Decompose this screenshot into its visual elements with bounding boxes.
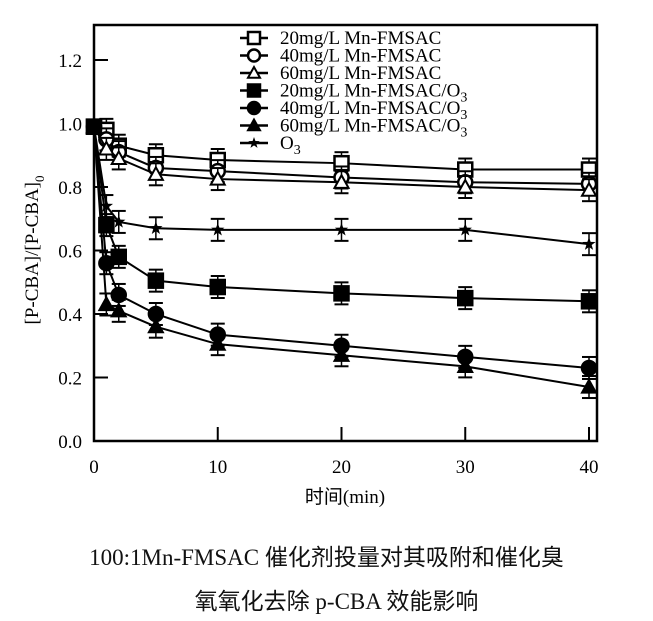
marker-star [211, 222, 225, 236]
y-tick-label: 0.0 [58, 432, 82, 453]
x-tick-label: 40 [580, 457, 599, 478]
marker-triangle [97, 295, 116, 312]
x-tick-label: 30 [456, 457, 475, 478]
legend-item-2: 40mg/L Mn-FMSAC [240, 46, 441, 67]
chart: 0.0 0.2 0.4 0.6 0.8 1.0 1.2 0 10 20 30 40 时间(min) [P-… [22, 23, 599, 508]
marker-square [246, 30, 262, 46]
marker-star [99, 199, 114, 212]
marker-square [110, 248, 127, 266]
legend-label: 40mg/L Mn-FMSAC/O3 [280, 98, 467, 123]
y-tick-label: 0.4 [58, 305, 82, 326]
marker-square [147, 272, 165, 289]
legend-item-6: 60mg/L Mn-FMSAC/O3 [240, 116, 467, 141]
marker-star [149, 221, 163, 234]
series-3 [85, 117, 598, 203]
series-6 [85, 117, 598, 400]
marker-triangle [147, 317, 165, 334]
marker-triangle [246, 117, 262, 132]
marker-triangle [456, 357, 474, 373]
marker-triangle [332, 173, 351, 189]
marker-circle [580, 359, 598, 377]
marker-triangle [110, 301, 128, 318]
legend-label: 60mg/L Mn-FMSAC/O3 [280, 116, 467, 141]
y-tick-label: 0.8 [58, 178, 82, 199]
marker-circle [246, 48, 262, 63]
legend-label: O3 [280, 133, 301, 158]
marker-triangle [456, 177, 474, 194]
y-tick-label: 1.2 [58, 51, 82, 72]
legend-label: 20mg/L Mn-FMSAC [280, 28, 441, 49]
series-7 [87, 119, 596, 257]
legend-label: 60mg/L Mn-FMSAC [280, 63, 441, 84]
marker-star [334, 222, 349, 236]
x-tick-label: 10 [208, 457, 227, 478]
caption-line-1: 100:1Mn-FMSAC 催化剂投量对其吸附和催化臭 [89, 545, 564, 570]
marker-square [209, 278, 226, 296]
x-tick-label: 20 [332, 457, 351, 478]
marker-triangle [580, 181, 598, 197]
marker-square [457, 289, 474, 307]
marker-triangle [332, 346, 351, 362]
marker-square [333, 285, 350, 302]
marker-star [582, 237, 596, 250]
x-tick-label: 0 [89, 457, 99, 478]
marker-triangle [97, 139, 116, 156]
plot-frame [92, 23, 599, 443]
marker-star [248, 137, 260, 148]
marker-square [580, 293, 598, 310]
marker-star [112, 214, 126, 228]
legend-label: 40mg/L Mn-FMSAC [280, 46, 441, 67]
marker-circle [246, 100, 262, 116]
legend-item-7: O3 [240, 133, 301, 158]
legend-label: 20mg/L Mn-FMSAC/O3 [280, 81, 467, 106]
marker-triangle [580, 377, 598, 394]
marker-triangle [110, 149, 128, 166]
x-axis-label: 时间(min) [305, 486, 385, 508]
marker-triangle [209, 335, 227, 351]
y-axis-label: [P-CBA]/[P-CBA]0 [22, 175, 47, 324]
y-tick-label: 0.2 [58, 369, 82, 390]
marker-square [246, 83, 262, 98]
legend-item-1: 20mg/L Mn-FMSAC [240, 28, 441, 49]
marker-star [87, 119, 101, 133]
marker-triangle [209, 170, 227, 186]
legend-item-3: 60mg/L Mn-FMSAC [240, 63, 441, 84]
marker-triangle [147, 165, 165, 181]
marker-circle [98, 254, 115, 272]
legend-item-4: 20mg/L Mn-FMSAC/O3 [240, 81, 467, 106]
marker-triangle [246, 64, 262, 79]
y-tick-label: 0.6 [58, 242, 82, 263]
legend-item-5: 40mg/L Mn-FMSAC/O3 [240, 98, 467, 123]
marker-star [458, 222, 472, 236]
caption-line-2: 氧氧化去除 p-CBA 效能影响 [194, 589, 479, 614]
y-tick-label: 1.0 [58, 115, 82, 136]
